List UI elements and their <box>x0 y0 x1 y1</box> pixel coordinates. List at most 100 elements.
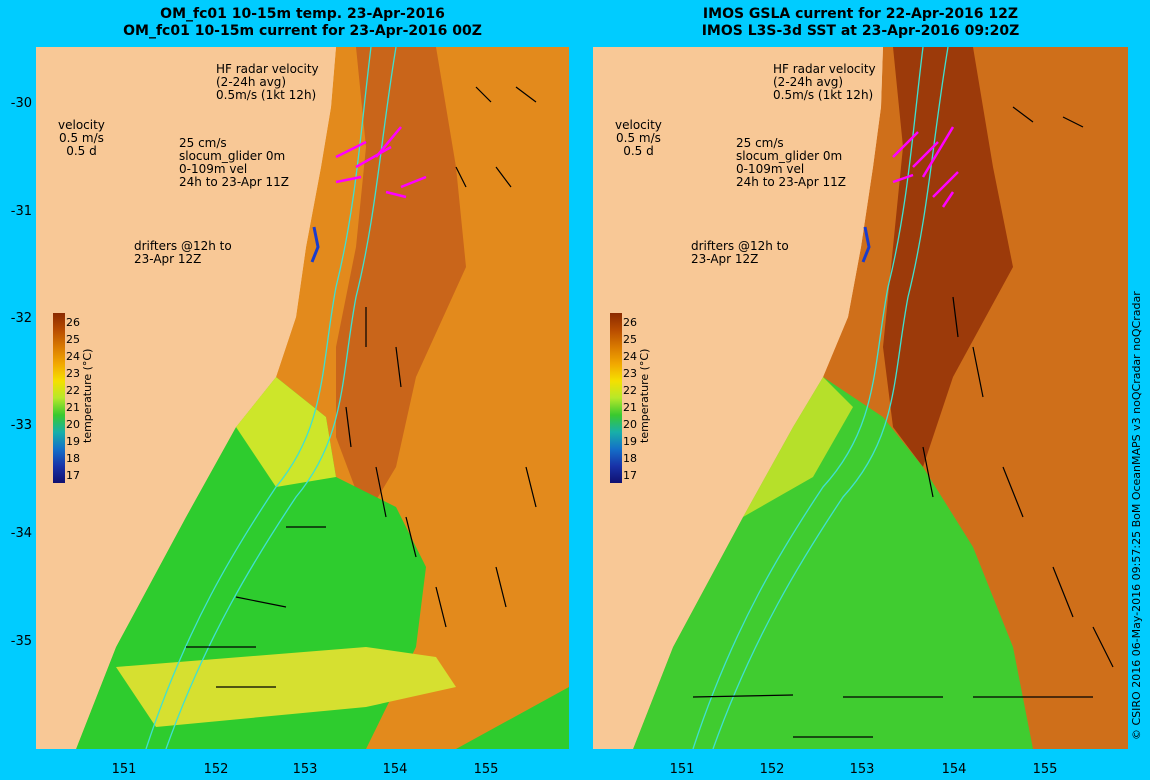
right-glider-legend: 25 cm/s slocum_glider 0m 0-109m vel 24h … <box>736 137 846 189</box>
right-title-line1: IMOS GSLA current for 22-Apr-2016 12Z <box>702 6 1019 22</box>
colorbar-title: temperature (°C) <box>638 348 651 443</box>
isobath-200m <box>145 47 372 749</box>
colorbar-tick: 23 <box>623 366 637 380</box>
hf-radar-arrows <box>335 126 427 199</box>
velocity-legend-line1: velocity <box>615 118 662 132</box>
glider-legend-line4: 24h to 23-Apr 11Z <box>736 175 846 189</box>
y-tick: -30 <box>10 96 32 111</box>
drifter-legend-line2: 23-Apr 12Z <box>134 252 202 266</box>
hf-radar-arrows <box>892 126 959 208</box>
left-map-panel: HF radar velocity (2-24h avg) 0.5m/s (1k… <box>36 47 569 749</box>
drifter-legend-line1: drifters @12h to <box>134 239 232 253</box>
ocean-cool-green <box>633 377 1033 749</box>
colorbar-tick: 25 <box>623 332 637 346</box>
glider-track <box>861 226 871 263</box>
isobath-2000m <box>165 47 397 749</box>
colorbar-tick: 26 <box>66 315 80 329</box>
right-map-svg <box>593 47 1128 749</box>
x-tick: 154 <box>941 762 967 777</box>
colorbar-tick: 17 <box>66 468 80 482</box>
velocity-legend-line3: 0.5 d <box>66 144 97 158</box>
left-panel-title: OM_fc01 10-15m temp. 23-Apr-2016 OM_fc01… <box>36 6 569 40</box>
y-tick: -33 <box>10 418 32 433</box>
hf-legend-line2: (2-24h avg) <box>773 75 844 89</box>
left-glider-legend: 25 cm/s slocum_glider 0m 0-109m vel 24h … <box>179 137 289 189</box>
colorbar-gradient <box>53 313 65 483</box>
left-drifter-legend: drifters @12h to 23-Apr 12Z <box>134 240 232 266</box>
glider-legend-line1: 25 cm/s <box>179 136 227 150</box>
y-tick: -34 <box>10 526 32 541</box>
velocity-legend-line1: velocity <box>58 118 105 132</box>
colorbar-tick: 20 <box>66 417 80 431</box>
colorbar-tick: 25 <box>66 332 80 346</box>
colorbar-tick: 19 <box>623 434 637 448</box>
land-mask <box>593 47 883 749</box>
right-map-panel: HF radar velocity (2-24h avg) 0.5m/s (1k… <box>593 47 1128 749</box>
right-panel-title: IMOS GSLA current for 22-Apr-2016 12Z IM… <box>593 6 1128 40</box>
x-tick: 155 <box>473 762 499 777</box>
right-drifter-legend: drifters @12h to 23-Apr 12Z <box>691 240 789 266</box>
drifter-legend-line2: 23-Apr 12Z <box>691 252 759 266</box>
colorbar-tick: 21 <box>66 400 80 414</box>
left-hf-legend: HF radar velocity (2-24h avg) 0.5m/s (1k… <box>216 63 319 102</box>
velocity-legend-line3: 0.5 d <box>623 144 654 158</box>
x-tick: 153 <box>849 762 875 777</box>
colorbar-tick: 26 <box>623 315 637 329</box>
velocity-legend-line2: 0.5 m/s <box>616 131 661 145</box>
glider-legend-line4: 24h to 23-Apr 11Z <box>179 175 289 189</box>
velocity-legend-line2: 0.5 m/s <box>59 131 104 145</box>
hf-legend-line1: HF radar velocity <box>773 62 876 76</box>
x-tick: 151 <box>669 762 695 777</box>
left-title-line1: OM_fc01 10-15m temp. 23-Apr-2016 <box>160 6 445 22</box>
colorbar-tick: 20 <box>623 417 637 431</box>
glider-track <box>310 226 320 263</box>
ocean-core <box>883 47 1013 467</box>
right-title-line2: IMOS L3S-3d SST at 23-Apr-2016 09:20Z <box>701 23 1020 39</box>
colorbar-tick: 21 <box>623 400 637 414</box>
colorbar-tick: 17 <box>623 468 637 482</box>
colorbar-tick: 24 <box>623 349 637 363</box>
right-velocity-legend: velocity 0.5 m/s 0.5 d <box>615 119 662 158</box>
hf-legend-line3: 0.5m/s (1kt 12h) <box>773 88 874 102</box>
colorbar-tick: 22 <box>66 383 80 397</box>
hf-legend-line2: (2-24h avg) <box>216 75 287 89</box>
left-title-line2: OM_fc01 10-15m current for 23-Apr-2016 0… <box>123 23 482 39</box>
ocean-yellow-band <box>236 377 336 487</box>
glider-legend-line1: 25 cm/s <box>736 136 784 150</box>
colorbar-tick: 23 <box>66 366 80 380</box>
glider-legend-line2: slocum_glider 0m <box>736 149 843 163</box>
glider-legend-line3: 0-109m vel <box>179 162 248 176</box>
isobath-200m <box>692 47 924 749</box>
x-tick: 154 <box>382 762 408 777</box>
right-hf-legend: HF radar velocity (2-24h avg) 0.5m/s (1k… <box>773 63 876 102</box>
glider-legend-line3: 0-109m vel <box>736 162 805 176</box>
velocity-arrows <box>692 106 1114 738</box>
credit-text: © CSIRO 2016 06-May-2016 09:57:25 BoM Oc… <box>1130 291 1143 740</box>
x-tick: 151 <box>111 762 137 777</box>
x-tick: 152 <box>203 762 229 777</box>
y-tick: -32 <box>10 311 32 326</box>
ocean-core <box>336 47 466 517</box>
left-velocity-legend: velocity 0.5 m/s 0.5 d <box>58 119 105 158</box>
colorbar-title: temperature (°C) <box>81 348 94 443</box>
hf-legend-line3: 0.5m/s (1kt 12h) <box>216 88 317 102</box>
colorbar-tick: 24 <box>66 349 80 363</box>
drifter-legend-line1: drifters @12h to <box>691 239 789 253</box>
colorbar-tick: 22 <box>623 383 637 397</box>
ocean-yellow-band <box>743 377 853 517</box>
land-mask <box>36 47 336 749</box>
velocity-arrows <box>186 86 537 688</box>
hf-legend-line1: HF radar velocity <box>216 62 319 76</box>
isobath-2000m <box>712 47 949 749</box>
x-tick: 153 <box>292 762 318 777</box>
glider-legend-line2: slocum_glider 0m <box>179 149 286 163</box>
left-map-svg <box>36 47 569 749</box>
colorbar-tick: 18 <box>623 451 637 465</box>
x-tick: 152 <box>759 762 785 777</box>
ocean-south-cool <box>456 687 569 749</box>
y-tick: -31 <box>10 204 32 219</box>
right-colorbar: temperature (°C) 26 25 24 23 22 21 20 19 18 17 <box>593 313 653 485</box>
x-tick: 155 <box>1032 762 1058 777</box>
colorbar-tick: 19 <box>66 434 80 448</box>
left-colorbar: temperature (°C) 26 25 24 23 22 21 20 19 18 17 <box>36 313 96 485</box>
